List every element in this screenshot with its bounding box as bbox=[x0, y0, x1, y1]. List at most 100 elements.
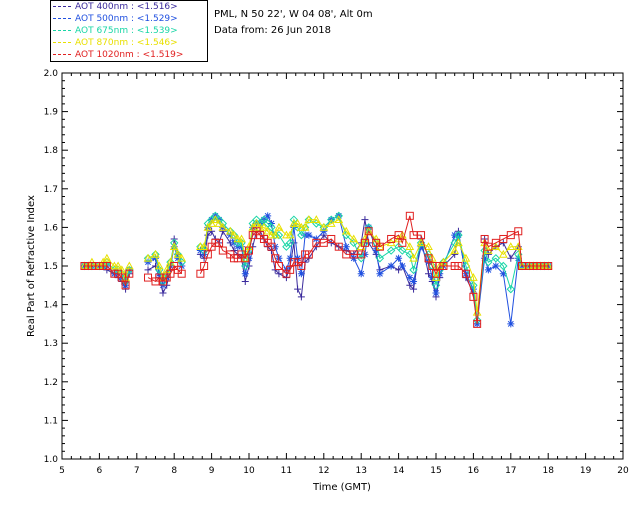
data-point bbox=[311, 215, 321, 223]
data-point bbox=[151, 250, 160, 259]
data-point bbox=[334, 215, 344, 223]
y-tick-label: 1.5 bbox=[44, 262, 58, 272]
data-point bbox=[498, 249, 508, 258]
y-tick-label: 1.3 bbox=[44, 339, 58, 349]
y-tick-label: 1.8 bbox=[44, 146, 59, 156]
y-tick-label: 1.7 bbox=[44, 185, 58, 195]
data-point bbox=[514, 227, 523, 236]
data-point bbox=[297, 262, 306, 270]
data-point bbox=[364, 226, 374, 235]
x-tick-label: 16 bbox=[468, 466, 480, 476]
x-tick-label: 20 bbox=[617, 466, 629, 476]
data-point bbox=[424, 254, 433, 263]
y-tick-label: 1.9 bbox=[44, 108, 59, 118]
data-point bbox=[375, 242, 384, 251]
data-point bbox=[225, 226, 235, 235]
data-point bbox=[229, 230, 239, 239]
data-point bbox=[405, 211, 414, 220]
data-point bbox=[264, 212, 272, 220]
series-aot-1020nm bbox=[80, 211, 553, 328]
legend-label: AOT 675nm : <1.539> bbox=[75, 26, 178, 36]
x-tick-label: 15 bbox=[430, 466, 441, 476]
data-point bbox=[203, 222, 213, 231]
data-point bbox=[544, 262, 553, 270]
data-point bbox=[450, 246, 460, 254]
data-point bbox=[360, 238, 369, 247]
data-point bbox=[177, 253, 187, 262]
legend-label: AOT 1020nm : <1.519> bbox=[75, 50, 184, 60]
data-point bbox=[263, 226, 273, 235]
data-point bbox=[286, 265, 295, 274]
data-point bbox=[203, 250, 212, 259]
data-point bbox=[210, 215, 220, 223]
data-point bbox=[386, 246, 396, 255]
data-point bbox=[125, 269, 134, 278]
axis-ticks: 5 6 7 8 9 10 11 12 13 14 15 16 17 18 19 20 1.0 1.1 1.2 1.3 1… bbox=[44, 69, 629, 476]
data-point bbox=[356, 254, 366, 263]
data-point bbox=[102, 262, 111, 270]
data-point bbox=[102, 253, 112, 262]
data-point bbox=[304, 215, 314, 223]
legend-item: AOT 1020nm : <1.519> bbox=[53, 49, 183, 61]
data-point bbox=[200, 262, 209, 270]
data-point bbox=[245, 246, 253, 255]
data-point bbox=[144, 266, 152, 274]
data-point bbox=[342, 243, 350, 251]
data-point bbox=[207, 219, 216, 227]
data-point bbox=[409, 253, 418, 262]
data-point bbox=[473, 319, 482, 328]
x-tick-label: 17 bbox=[505, 466, 516, 476]
y-tick-label: 1.1 bbox=[44, 416, 58, 426]
data-point bbox=[327, 234, 336, 243]
data-point bbox=[304, 250, 313, 259]
legend-label: AOT 400nm : <1.516> bbox=[75, 2, 178, 12]
data-point bbox=[357, 250, 366, 259]
data-point bbox=[410, 285, 418, 293]
data-point bbox=[484, 257, 493, 267]
legend-label: AOT 870nm : <1.546> bbox=[75, 38, 178, 48]
data-point bbox=[151, 249, 160, 258]
data-point bbox=[293, 219, 302, 227]
data-point bbox=[395, 266, 403, 274]
x-tick-label: 7 bbox=[134, 466, 140, 476]
data-point bbox=[499, 261, 508, 271]
data-point bbox=[271, 254, 280, 263]
data-point bbox=[169, 242, 179, 250]
data-point bbox=[424, 242, 433, 250]
data-point bbox=[241, 270, 249, 278]
x-tick-label: 11 bbox=[281, 466, 292, 476]
data-point bbox=[319, 222, 329, 231]
x-tick-label: 5 bbox=[59, 466, 65, 476]
data-point bbox=[492, 262, 500, 270]
data-point bbox=[208, 227, 216, 235]
data-point bbox=[196, 269, 205, 278]
data-point bbox=[143, 253, 153, 262]
data-point bbox=[121, 281, 130, 290]
data-point bbox=[215, 238, 224, 247]
legend-label: AOT 500nm : <1.529> bbox=[75, 14, 178, 24]
x-tick-label: 18 bbox=[542, 466, 554, 476]
series-layer bbox=[80, 211, 553, 328]
data-point bbox=[204, 231, 212, 239]
data-point bbox=[294, 285, 302, 293]
data-point bbox=[173, 250, 183, 259]
data-point bbox=[432, 269, 440, 278]
data-point bbox=[398, 238, 407, 247]
data-point bbox=[300, 222, 310, 231]
data-point bbox=[484, 266, 492, 274]
x-tick-label: 8 bbox=[171, 466, 177, 476]
data-point bbox=[364, 227, 373, 236]
series-aot-870nm bbox=[80, 215, 553, 316]
x-tick-label: 10 bbox=[243, 466, 255, 476]
data-point bbox=[267, 242, 276, 251]
data-point bbox=[159, 289, 167, 297]
data-point bbox=[416, 238, 426, 247]
data-point bbox=[285, 238, 295, 248]
data-point bbox=[406, 274, 414, 282]
x-tick-label: 19 bbox=[580, 466, 592, 476]
data-point bbox=[237, 234, 246, 243]
data-point bbox=[461, 269, 470, 278]
data-point bbox=[469, 292, 478, 301]
data-point bbox=[214, 219, 224, 227]
data-point bbox=[357, 270, 365, 278]
